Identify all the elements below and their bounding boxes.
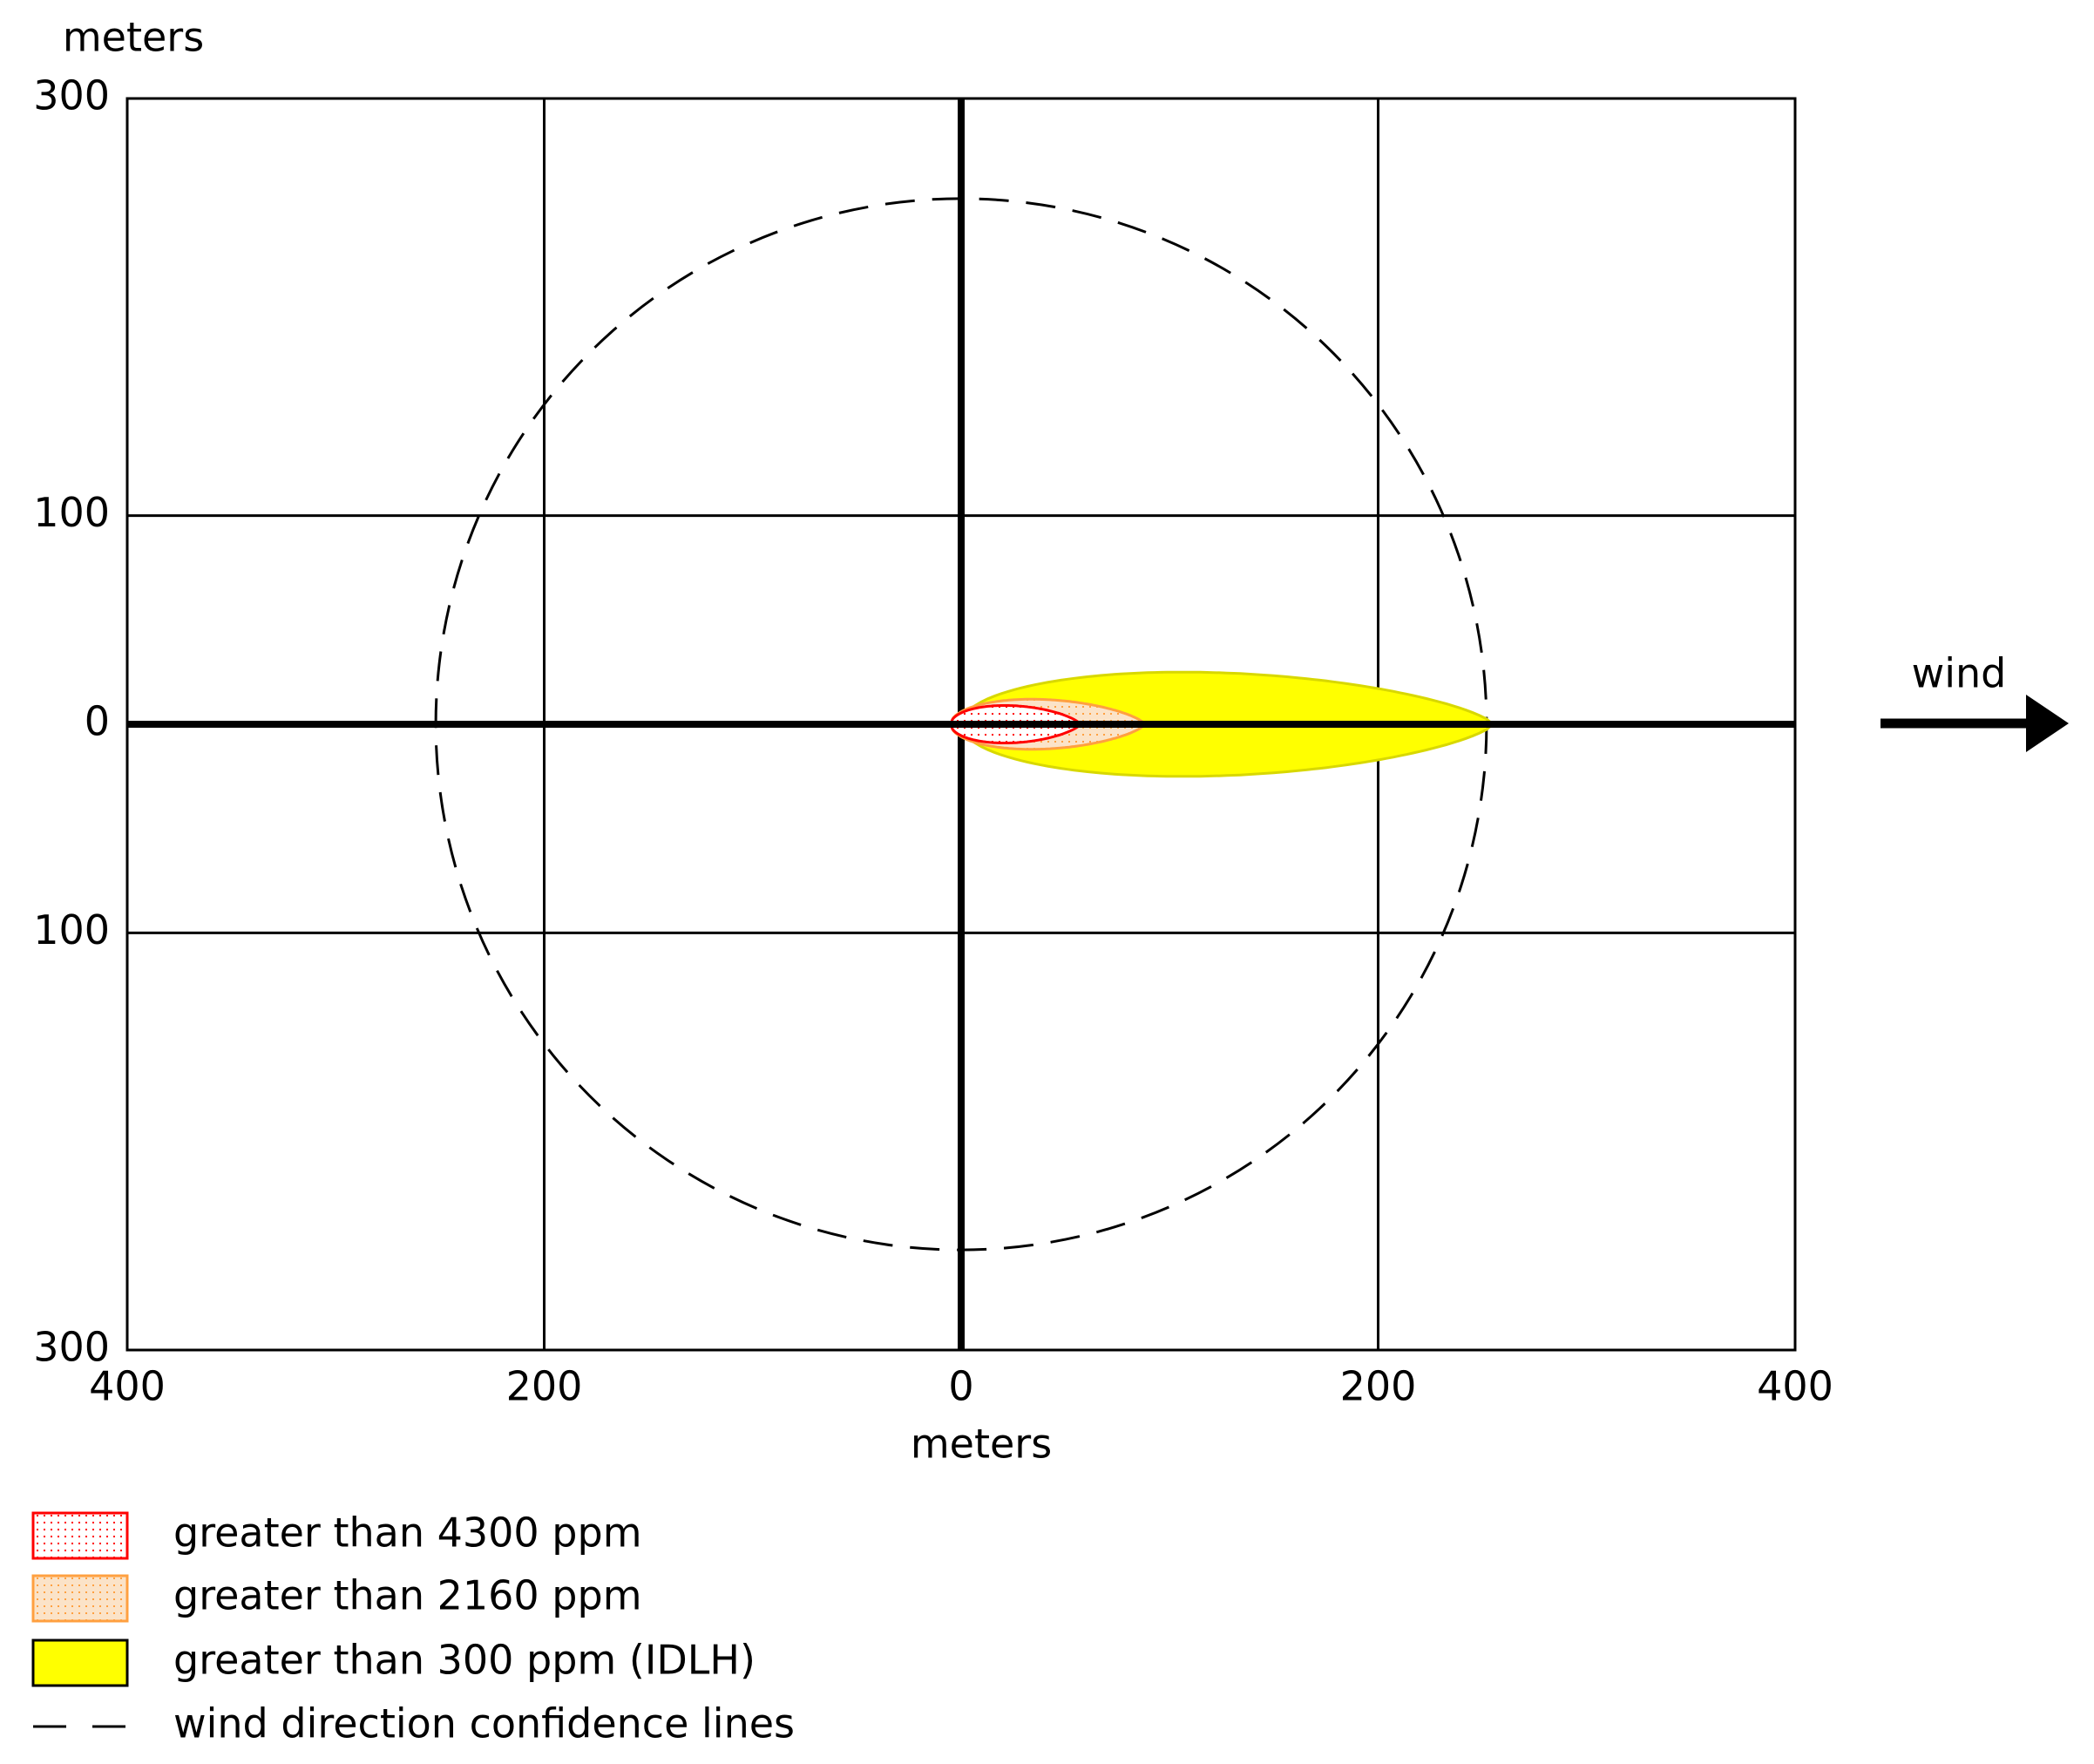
y-tick-label: 300 — [33, 72, 110, 119]
wind-arrow-head — [2026, 695, 2069, 752]
legend-swatch — [31, 1511, 129, 1560]
x-tick-label: 0 — [948, 1363, 973, 1410]
y-tick-label: 100 — [33, 489, 110, 536]
legend-swatch — [31, 1638, 129, 1687]
legend-label: greater than 300 ppm (IDLH) — [173, 1637, 756, 1684]
y-axis-title: meters — [63, 14, 204, 61]
y-tick-label: 0 — [85, 698, 110, 745]
wind-label: wind — [1912, 650, 2007, 697]
x-tick-label: 200 — [506, 1363, 583, 1410]
legend-label: greater than 2160 ppm — [173, 1572, 642, 1619]
legend-label: greater than 4300 ppm — [173, 1510, 642, 1557]
x-tick-label: 400 — [89, 1363, 166, 1410]
x-axis-title: meters — [911, 1421, 1052, 1468]
y-tick-label: 300 — [33, 1324, 110, 1371]
y-tick-label: 100 — [33, 906, 110, 953]
legend-swatch — [31, 1574, 129, 1623]
x-tick-label: 200 — [1340, 1363, 1417, 1410]
legend-label: wind direction confidence lines — [173, 1700, 795, 1747]
x-tick-label: 400 — [1757, 1363, 1833, 1410]
